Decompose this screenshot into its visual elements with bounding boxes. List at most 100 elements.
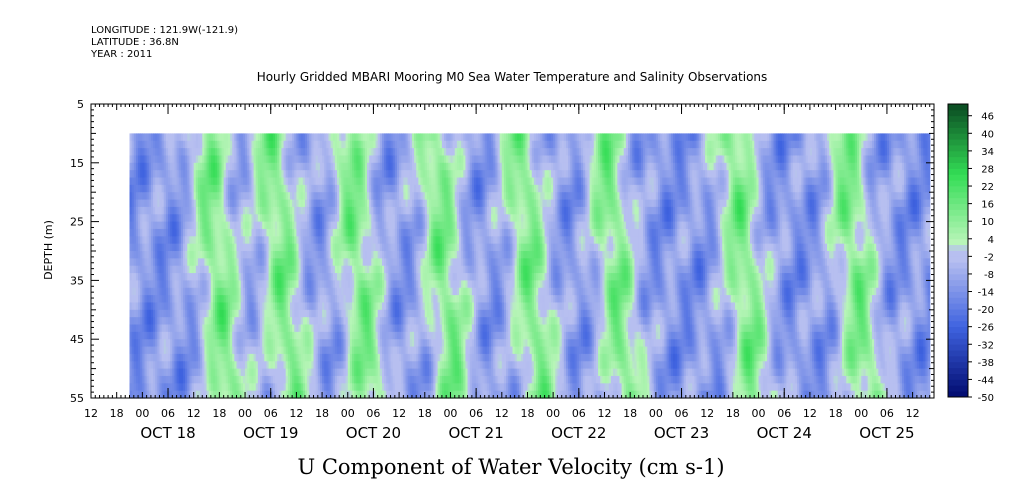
heatmap-cell <box>289 177 293 186</box>
heatmap-cell <box>135 368 139 377</box>
heatmap-cell <box>197 177 201 186</box>
heatmap-cell <box>206 273 210 281</box>
heatmap-cell <box>185 302 188 311</box>
heatmap-cell <box>300 206 304 215</box>
heatmap-cell <box>133 280 137 289</box>
heatmap-cell <box>255 353 259 362</box>
heatmap-cell <box>185 280 188 289</box>
heatmap-cell <box>302 331 306 340</box>
heatmap-cell <box>298 214 302 223</box>
heatmap-cell <box>138 221 141 230</box>
heatmap-cell <box>150 287 154 296</box>
heatmap-cell <box>249 302 253 311</box>
heatmap-cell <box>200 221 203 230</box>
heatmap-cell <box>232 243 235 252</box>
heatmap-cell <box>296 155 300 164</box>
heatmap-cell <box>247 162 250 171</box>
heatmap-cell <box>287 236 291 245</box>
heatmap-cell <box>212 170 216 179</box>
heatmap-cell <box>257 206 261 215</box>
heatmap-cell <box>172 140 176 149</box>
heatmap-cell <box>232 280 235 289</box>
heatmap-cell <box>210 368 214 377</box>
heatmap-cell <box>163 368 167 377</box>
heatmap-cell <box>178 339 182 348</box>
heatmap-cell <box>172 206 176 215</box>
heatmap-cell <box>230 199 233 208</box>
heatmap-cell <box>157 309 161 318</box>
heatmap-cell <box>155 206 158 215</box>
heatmap-cell <box>150 170 154 179</box>
heatmap-cell <box>178 265 182 274</box>
heatmap-cell <box>193 148 197 157</box>
heatmap-cell <box>135 221 139 230</box>
heatmap-cell <box>238 155 242 164</box>
heatmap-cell <box>135 324 139 333</box>
heatmap-cell <box>268 214 272 223</box>
heatmap-cell <box>163 184 167 193</box>
heatmap-cell <box>176 155 180 164</box>
heatmap-cell <box>206 162 210 171</box>
heatmap-cell <box>277 273 280 281</box>
heatmap-cell <box>255 383 259 392</box>
heatmap-cell <box>212 339 216 348</box>
heatmap-cell <box>153 206 156 215</box>
heatmap-cell <box>257 368 261 377</box>
heatmap-cell <box>163 339 167 348</box>
heatmap-cell <box>133 221 137 230</box>
heatmap-cell <box>202 346 205 355</box>
heatmap-cell <box>245 258 248 267</box>
heatmap-cell <box>245 390 248 399</box>
heatmap-cell <box>257 236 261 245</box>
heatmap-cell <box>174 265 178 274</box>
heatmap-cell <box>232 324 235 333</box>
heatmap-cell <box>279 170 283 179</box>
heatmap-cell <box>172 353 176 362</box>
heatmap-cell <box>140 383 143 392</box>
heatmap-cell <box>242 324 246 333</box>
heatmap-cell <box>277 184 280 193</box>
heatmap-cell <box>189 199 193 208</box>
heatmap-cell <box>142 273 146 281</box>
heatmap-cell <box>140 228 143 237</box>
heatmap-cell <box>200 302 203 311</box>
heatmap-cell <box>266 177 270 186</box>
heatmap-cell <box>275 317 278 326</box>
heatmap-cell <box>193 251 197 259</box>
heatmap-cell <box>161 243 165 252</box>
heatmap-cell <box>309 353 312 362</box>
heatmap-cell <box>238 280 242 289</box>
heatmap-cell <box>144 375 148 384</box>
heatmap-cell <box>170 228 173 237</box>
heatmap-cell <box>153 228 156 237</box>
heatmap-cell <box>144 383 148 392</box>
heatmap-cell <box>144 361 148 370</box>
heatmap-cell <box>264 302 268 311</box>
heatmap-cell <box>242 265 246 274</box>
heatmap-cell <box>176 287 180 296</box>
heatmap-cell <box>270 346 274 355</box>
heatmap-cell <box>307 199 310 208</box>
heatmap-cell <box>230 148 233 157</box>
heatmap-cell <box>159 184 163 193</box>
heatmap-cell <box>307 375 310 384</box>
heatmap-cell <box>309 273 312 281</box>
heatmap-cell <box>262 140 265 149</box>
heatmap-cell <box>217 170 220 179</box>
heatmap-cell <box>287 390 291 399</box>
heatmap-cell <box>238 346 242 355</box>
heatmap-cell <box>135 162 139 171</box>
heatmap-cell <box>200 140 203 149</box>
heatmap-cell <box>219 295 223 304</box>
heatmap-cell <box>260 368 263 377</box>
heatmap-cell <box>161 346 165 355</box>
heatmap-cell <box>281 214 285 223</box>
heatmap-cell <box>206 199 210 208</box>
heatmap-cell <box>251 228 255 237</box>
heatmap-cell <box>146 331 150 340</box>
heatmap-cell <box>262 251 265 259</box>
heatmap-cell <box>176 339 180 348</box>
heatmap-cell <box>245 383 248 392</box>
heatmap-cell <box>195 339 199 348</box>
heatmap-cell <box>223 133 227 142</box>
